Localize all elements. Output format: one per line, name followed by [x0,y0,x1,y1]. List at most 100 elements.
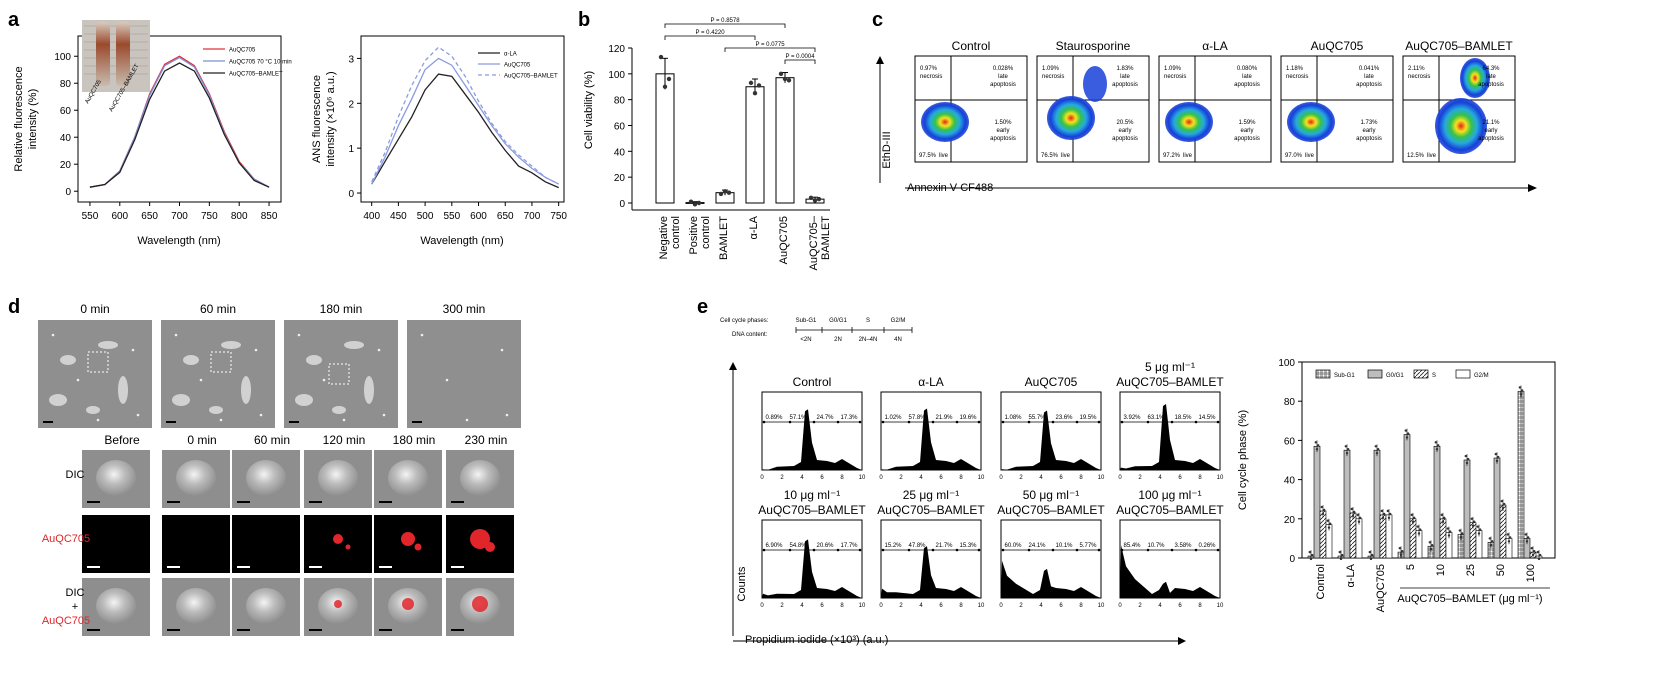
chart-a1-ytick-label: 80 [60,79,72,90]
flow-live-value: 12.5% [1407,153,1425,159]
histogram-phase-percent: 47.8% [908,543,926,549]
flow-necrosis-word: necrosis [1042,74,1064,80]
row-label-merge-1: DIC [66,587,85,599]
chart-e2-datapoint [1347,448,1350,451]
panel-label-d: d [8,296,20,318]
chart-b-datapoint [786,78,792,83]
flow-early-word: early [996,128,1009,134]
micro-debris [259,413,263,417]
flow-late-word: late [1120,74,1130,80]
chart-e2-datapoint [1494,452,1498,456]
key-dna-value: 4N [894,337,902,343]
flow-early-apoptosis-word: apoptosis [990,136,1016,142]
micro-cell [49,394,67,406]
hist-x-label: Propidium iodide (×10³) (a.u.) [745,634,888,646]
histogram-phase-percent: 21.9% [935,415,953,421]
micro-debris [131,348,135,352]
histogram-xtick-label: 4 [1158,475,1162,481]
micro-cell [96,460,136,496]
chart-e2-datapoint [1525,540,1529,543]
histogram-gate-marker [788,548,792,552]
flow-live-value: 97.0% [1285,153,1303,159]
flow-plot: Control 0.97% necrosis 0.028% late apoptosis 1… [914,39,1028,163]
micro-time-label: Before [104,433,140,447]
chart-e2-datapoint [1413,516,1416,520]
histogram-phase-percent: 1.02% [884,415,902,421]
chart-b-datapoint [718,191,724,197]
micro-cell [364,376,374,404]
chart-e2-datapoint [1374,445,1378,448]
chart-a2-legend-label: AuQC705 [504,63,531,69]
histogram-gate-marker [1146,420,1150,424]
histogram-area [881,546,981,598]
chart-b-datapoint [752,91,758,96]
chart-e2-datapoint [1386,509,1390,513]
histogram-gate-marker [1146,548,1150,552]
histogram-phase-percent: 54.8% [789,543,807,549]
flow-early-value: 1.59% [1238,120,1256,126]
hist-y-label: Counts [736,566,748,601]
chart-b-xtick-label-2: control [670,216,682,249]
histogram-xtick-label: 0 [1118,603,1122,609]
histogram-title-2: AuQC705–BAMLET [758,503,866,517]
histogram-gate-marker [1216,548,1220,552]
histogram-xtick-label: 8 [1079,475,1083,481]
micro-debris [297,333,301,337]
micro-time-label: 120 min [323,433,366,447]
flow-early-word: early [1362,128,1375,134]
histogram-xtick-label: 8 [840,475,844,481]
chart-a2-series-line [371,46,559,185]
micro-time-label: 180 min [320,302,363,316]
fluorescence-spot [472,596,488,612]
histogram-phase-percent: 21.7% [935,543,953,549]
histogram-title-1: 10 μg ml⁻¹ [784,488,841,502]
chart-e2-datapoint [1500,499,1504,503]
chart-e2-datapoint [1440,513,1444,517]
flow-early-apoptosis-word: apoptosis [1112,136,1138,142]
micro-cell [118,376,128,404]
chart-e2-datapoint [1380,509,1384,513]
histogram-phase-percent: 60.0% [1004,543,1022,549]
histogram-phase-percent: 14.5% [1198,415,1216,421]
chart-e2-datapoint [1404,429,1408,432]
chart-e2-datapoint [1459,536,1463,539]
key-phase-name: Sub-G1 [796,318,817,324]
histogram-phase-percent: 19.6% [959,415,977,421]
chart-e2-legend-swatch [1315,369,1331,379]
histogram-xtick-label: 6 [1178,603,1182,609]
flow-early-value: 1.50% [994,120,1012,126]
flow-density-blob [1287,102,1335,142]
micro-debris [136,413,140,417]
micro-time-label: 60 min [254,433,290,447]
chart-e2-legend: Sub-G1 G0/G1 S G2/M [1315,369,1489,379]
chart-a1-ylabel-line2: intensity (%) [27,89,39,150]
chart-a1-legend-label: AuQC705 70 °C 10 min [229,60,292,66]
chart-a2-xtick-label: 500 [417,211,434,222]
flow-late-apoptosis-word: apoptosis [1112,82,1138,88]
flow-late-value: 0.080% [1237,66,1258,72]
chart-e2-datapoint [1326,519,1330,522]
chart-a1-series-line [89,62,270,188]
flow-plot: AuQC705–BAMLET 2.11% necrosis 64.3% late apop… [1402,39,1516,163]
chart-b-pvalue: P = 0.4220 [695,30,725,36]
histogram-gate-marker [788,420,792,424]
micro-cell [176,460,216,496]
micro-cell [318,460,358,496]
chart-a2-series-line [371,57,559,185]
chart-b-datapoint [778,71,784,77]
micro-cell [460,460,500,496]
histogram-xtick-label: 6 [939,475,943,481]
row-label-merge-2: + [72,601,78,613]
histogram-xtick-label: 4 [1158,603,1162,609]
histogram-gate-marker [836,420,840,424]
micro-debris [445,378,449,382]
chart-e2-datapoint [1344,445,1348,448]
micro-debris [219,418,223,422]
chart-a2-ytick-label: 1 [348,144,354,155]
flow-plot-title: α-LA [1202,39,1228,53]
chart-e2-xtick-label: 25 [1465,564,1477,576]
histogram-area [762,409,862,470]
